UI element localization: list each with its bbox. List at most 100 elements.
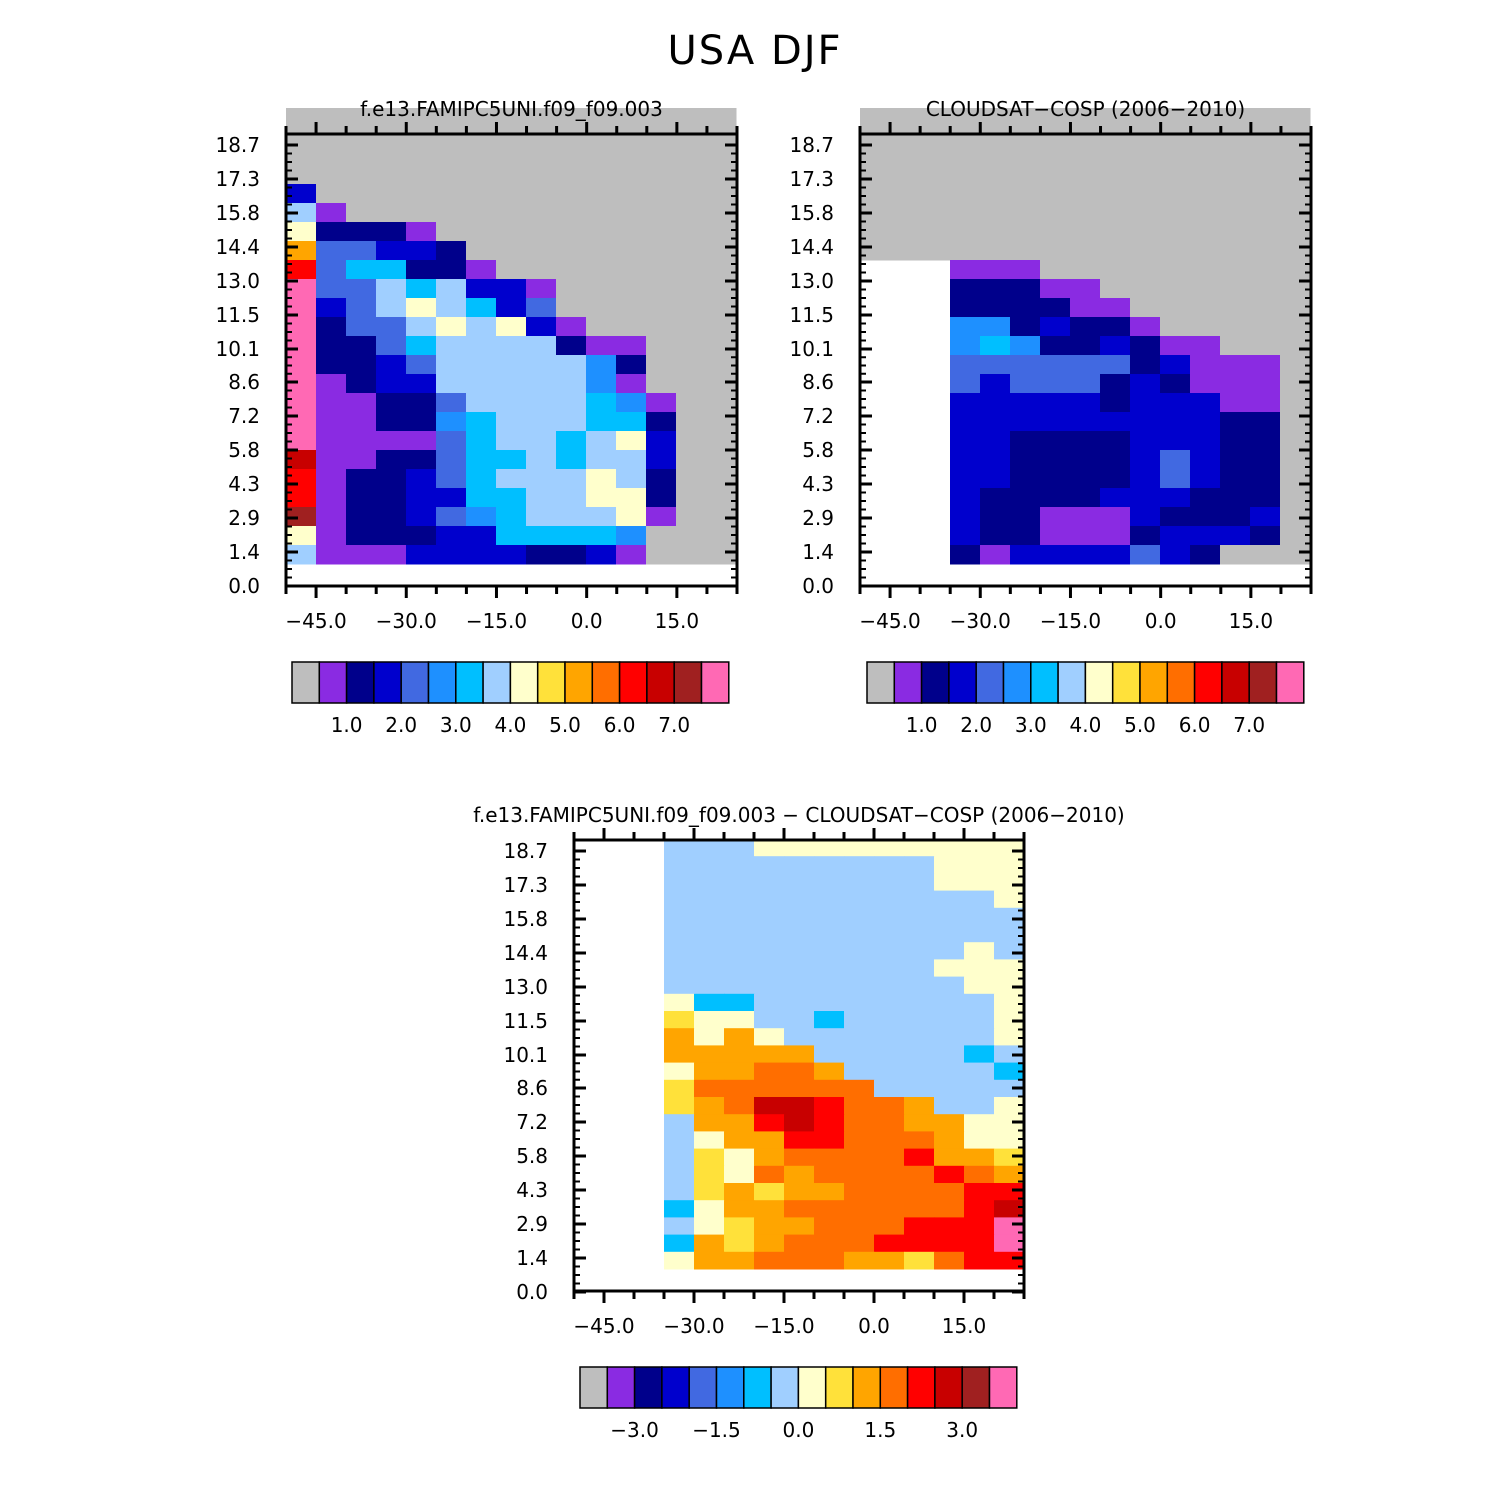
heatmap-cell <box>1250 127 1281 147</box>
y-tick-label: 8.6 <box>516 1076 548 1100</box>
colorbar-box <box>661 1366 690 1409</box>
heatmap-cell <box>556 222 587 242</box>
heatmap-cell <box>376 545 407 565</box>
heatmap-cell <box>784 1045 815 1064</box>
heatmap-cell <box>694 890 725 909</box>
heatmap-cell <box>1070 184 1101 204</box>
heatmap-cell <box>1100 336 1131 356</box>
heatmap-cell <box>664 1251 695 1270</box>
heatmap-cell <box>406 374 437 394</box>
heatmap-cell <box>754 1079 785 1098</box>
heatmap-cell <box>814 1183 845 1201</box>
heatmap-cell <box>316 374 347 394</box>
heatmap-cell <box>436 450 467 470</box>
colorbar-box <box>866 661 896 704</box>
heatmap-cell <box>904 925 935 943</box>
heatmap-cell <box>706 526 737 546</box>
heatmap-cell <box>814 1234 845 1253</box>
heatmap-cell <box>1160 336 1191 356</box>
heatmap-cell <box>964 1251 995 1270</box>
heatmap-cell <box>346 355 377 375</box>
heatmap-cell <box>1130 108 1161 128</box>
heatmap-cell <box>316 526 347 546</box>
y-tick-label: 18.7 <box>215 133 260 157</box>
heatmap-cell <box>754 1234 785 1253</box>
heatmap-cell <box>706 279 737 299</box>
heatmap-cell <box>1190 469 1221 489</box>
heatmap-cell <box>466 203 497 223</box>
colorbar-box <box>934 1366 963 1409</box>
heatmap-cell <box>1190 108 1221 128</box>
heatmap-cell <box>676 279 707 299</box>
heatmap-cell <box>1220 260 1251 280</box>
heatmap-cell <box>676 336 707 356</box>
heatmap-cell <box>904 993 935 1012</box>
heatmap-cell <box>814 907 845 926</box>
y-tick-label: 4.3 <box>516 1178 548 1202</box>
heatmap-cell <box>1160 184 1191 204</box>
x-tick-label: 0.0 <box>858 1314 890 1338</box>
heatmap-cell <box>950 317 981 337</box>
colorbar-box <box>373 661 402 704</box>
heatmap-cell <box>1160 108 1191 128</box>
heatmap-cell <box>754 1183 785 1201</box>
heatmap-cell <box>904 1234 935 1253</box>
heatmap-cell <box>466 469 497 489</box>
heatmap-cell <box>1040 260 1071 280</box>
heatmap-cell <box>586 393 617 413</box>
heatmap-cell <box>676 393 707 413</box>
heatmap-cell <box>436 431 467 451</box>
heatmap-cell <box>676 317 707 337</box>
heatmap-cell <box>646 412 677 432</box>
heatmap-cell <box>376 165 407 185</box>
heatmap-cell <box>694 1251 725 1270</box>
heatmap-cell <box>1040 222 1071 242</box>
y-tick-label: 13.0 <box>215 269 260 293</box>
heatmap-cell <box>994 1165 1025 1184</box>
heatmap-cell <box>646 545 677 565</box>
heatmap-cell <box>1070 298 1101 318</box>
heatmap-cell <box>860 127 891 147</box>
heatmap-cell <box>316 488 347 508</box>
heatmap-cell <box>874 1234 905 1253</box>
colorbar-box <box>1002 661 1032 704</box>
heatmap-cell <box>376 374 407 394</box>
colorbar-box <box>975 661 1005 704</box>
heatmap-cell <box>316 184 347 204</box>
heatmap-cell <box>964 1131 995 1150</box>
heatmap-cell <box>646 469 677 489</box>
heatmap-cell <box>980 488 1011 508</box>
heatmap-cell <box>406 469 437 489</box>
heatmap-cell <box>694 1234 725 1253</box>
heatmap-cell <box>316 165 347 185</box>
colorbar-box <box>893 661 923 704</box>
heatmap-cell <box>496 108 527 128</box>
heatmap-cell <box>436 298 467 318</box>
heatmap-cell <box>346 203 377 223</box>
heatmap-cell <box>616 545 647 565</box>
heatmap-cell <box>286 108 317 128</box>
y-tick-label: 18.7 <box>789 133 834 157</box>
x-tick-label: 0.0 <box>571 609 603 633</box>
heatmap-cell <box>466 355 497 375</box>
heatmap-cell <box>1040 203 1071 223</box>
heatmap-cell <box>496 393 527 413</box>
heatmap-cell <box>844 1148 875 1167</box>
colorbar-box <box>1111 661 1141 704</box>
heatmap-cell <box>676 374 707 394</box>
heatmap-cell <box>860 165 891 185</box>
heatmap-cell <box>1010 165 1041 185</box>
heatmap-cell <box>286 279 317 299</box>
colorbar-label: 1.0 <box>331 713 363 737</box>
heatmap-cell <box>1010 412 1041 432</box>
heatmap-cell <box>1130 298 1161 318</box>
heatmap-cell <box>316 412 347 432</box>
heatmap-cell <box>1070 165 1101 185</box>
colorbar-box <box>291 661 321 704</box>
heatmap-cell <box>1280 507 1311 527</box>
heatmap-cell <box>1100 203 1131 223</box>
heatmap-cell <box>844 1114 875 1132</box>
heatmap-cell <box>496 336 527 356</box>
heatmap-cell <box>706 241 737 261</box>
heatmap-cell <box>1040 336 1071 356</box>
